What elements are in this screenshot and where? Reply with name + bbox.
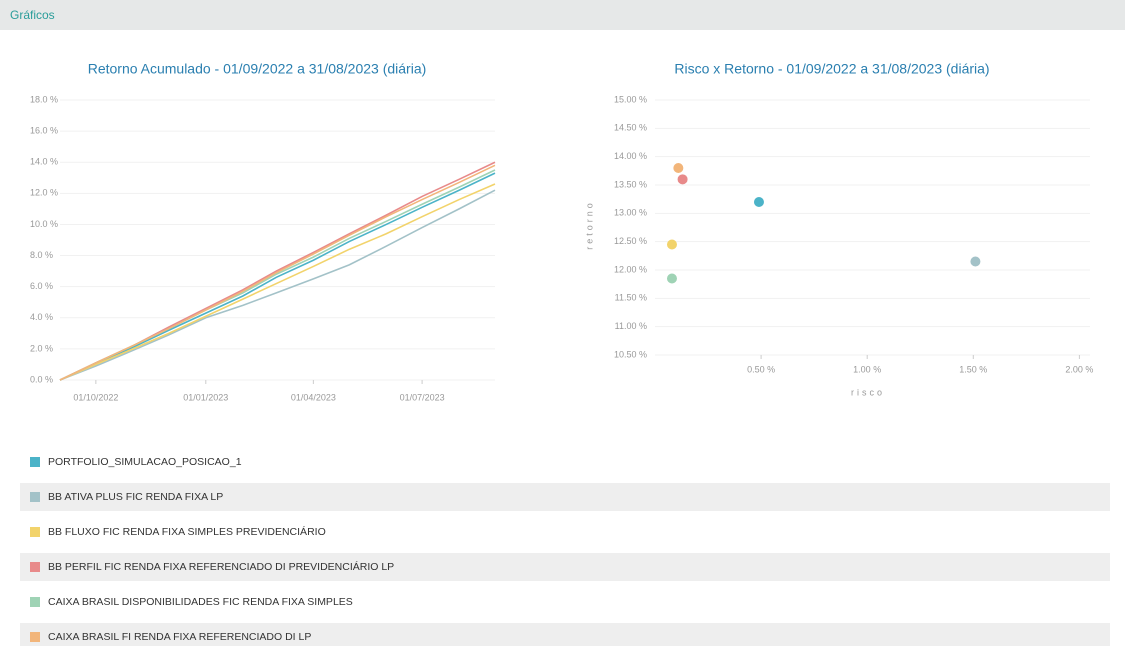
scatter-point — [673, 163, 684, 173]
y-tick-label: 10.0 % — [30, 219, 58, 229]
y-tick-label: 2.0 % — [30, 343, 53, 353]
legend-label: BB PERFIL FIC RENDA FIXA REFERENCIADO DI… — [48, 560, 394, 573]
scatter-point — [677, 174, 688, 185]
x-tick-label: 01/04/2023 — [291, 392, 336, 402]
series-line — [59, 164, 496, 381]
y-tick-label: 12.0 % — [30, 188, 58, 198]
x-axis-label: risco — [851, 387, 885, 397]
header-title: Gráficos — [10, 8, 55, 22]
y-tick-label: 12.50 % — [614, 236, 647, 246]
y-tick-label: 10.50 % — [614, 349, 647, 359]
scatter-point — [753, 197, 764, 207]
legend-swatch — [30, 562, 40, 572]
legend-row-bg — [20, 553, 1110, 581]
x-tick-label: 1.00 % — [853, 364, 881, 374]
y-tick-label: 8.0 % — [30, 250, 53, 260]
legend-label: BB FLUXO FIC RENDA FIXA SIMPLES PREVIDEN… — [48, 525, 326, 538]
header-bar — [0, 0, 1125, 30]
y-tick-label: 11.50 % — [615, 293, 647, 303]
x-tick-label: 1.50 % — [959, 364, 987, 374]
y-tick-label: 14.50 % — [614, 123, 647, 133]
x-tick-label: 01/07/2023 — [400, 392, 445, 402]
y-tick-label: 12.00 % — [614, 264, 647, 274]
scatter-point — [666, 273, 677, 284]
legend-swatch — [30, 492, 40, 502]
x-tick-label: 0.50 % — [747, 364, 775, 374]
legend-label: CAIXA BRASIL FI RENDA FIXA REFERENCIADO … — [48, 631, 311, 643]
y-tick-label: 4.0 % — [30, 312, 53, 322]
legend-row-bg — [20, 483, 1110, 511]
legend-swatch — [30, 597, 40, 607]
legend-swatch — [30, 457, 40, 467]
series-line — [59, 183, 496, 381]
y-tick-label: 13.50 % — [614, 179, 647, 189]
chart-title: Retorno Acumulado - 01/09/2022 a 31/08/2… — [88, 61, 427, 77]
y-tick-label: 11.00 % — [615, 321, 647, 331]
legend-label: CAIXA BRASIL DISPONIBILIDADES FIC RENDA … — [48, 596, 353, 608]
x-tick-label: 2.00 % — [1065, 364, 1093, 374]
y-tick-label: 13.00 % — [614, 208, 647, 218]
x-tick-label: 01/10/2022 — [73, 392, 118, 402]
y-tick-label: 14.00 % — [614, 151, 647, 161]
legend-swatch — [30, 632, 40, 642]
x-tick-label: 01/01/2023 — [183, 392, 228, 402]
y-axis-label: retorno — [584, 200, 594, 250]
y-tick-label: 15.00 % — [614, 94, 647, 104]
legend-label: PORTFOLIO_SIMULACAO_POSICAO_1 — [48, 456, 242, 468]
y-tick-label: 6.0 % — [30, 281, 53, 291]
series-line — [59, 161, 496, 381]
y-tick-label: 14.0 % — [30, 157, 58, 167]
legend-swatch — [30, 527, 40, 537]
scatter-point — [666, 239, 677, 250]
chart-title: Risco x Retorno - 01/09/2022 a 31/08/202… — [674, 61, 989, 77]
y-tick-label: 18.0 % — [30, 94, 58, 104]
y-tick-label: 16.0 % — [30, 125, 58, 135]
series-line — [59, 172, 496, 381]
series-line — [59, 189, 496, 381]
scatter-point — [970, 256, 981, 267]
legend-label: BB ATIVA PLUS FIC RENDA FIXA LP — [48, 491, 223, 503]
y-tick-label: 0.0 % — [30, 374, 53, 384]
legend-row-bg — [20, 623, 1110, 646]
